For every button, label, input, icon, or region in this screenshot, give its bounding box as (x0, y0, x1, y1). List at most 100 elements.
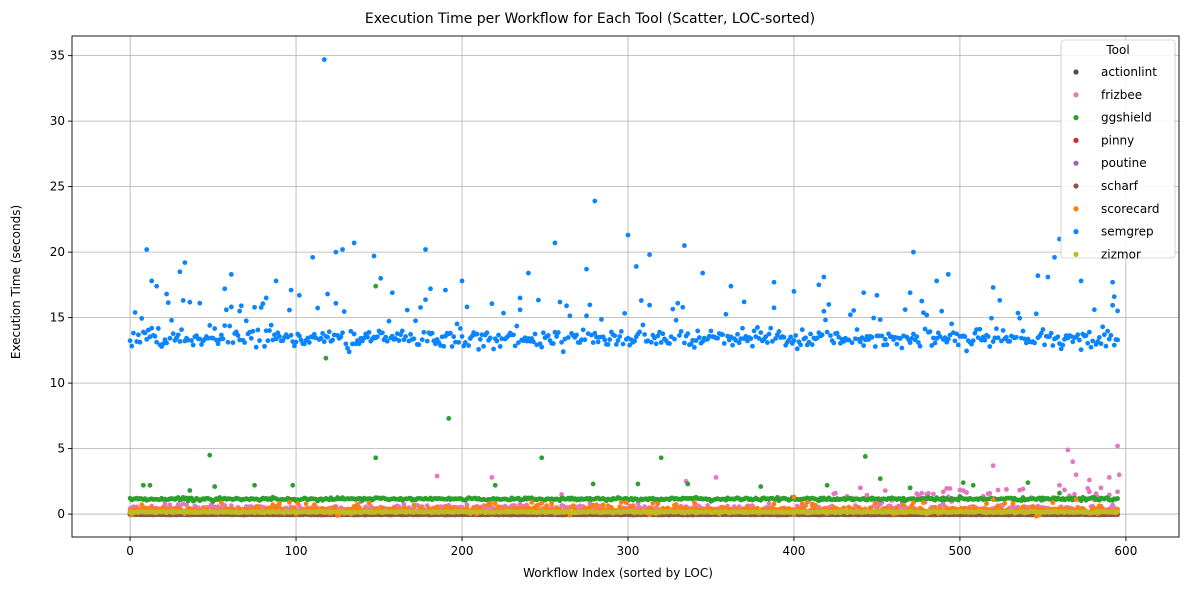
point-scorecard (630, 503, 636, 509)
point-semgrep (396, 338, 402, 343)
point-semgrep (989, 315, 994, 321)
point-scorecard (921, 500, 926, 506)
point-scorecard (594, 502, 599, 508)
point-semgrep (190, 342, 196, 348)
point-semgrep (922, 326, 928, 332)
point-semgrep (618, 329, 624, 334)
point-semgrep (384, 338, 390, 344)
point-semgrep (794, 346, 800, 352)
point-semgrep (351, 240, 357, 246)
point-semgrep (466, 343, 472, 348)
point-scorecard (295, 500, 301, 506)
point-semgrep (990, 285, 996, 290)
point-semgrep (1115, 308, 1120, 314)
point-scorecard (411, 502, 417, 508)
point-scorecard (379, 505, 385, 511)
point-semgrep (995, 335, 1001, 341)
point-semgrep (756, 336, 762, 341)
point-semgrep (135, 332, 141, 338)
point-semgrep (642, 332, 647, 337)
point-frizbee (919, 490, 925, 496)
point-scorecard (218, 500, 224, 506)
point-semgrep (252, 304, 257, 310)
point-semgrep (824, 329, 830, 335)
point-ggshield (492, 482, 498, 488)
point-semgrep (854, 327, 860, 332)
point-semgrep (429, 330, 435, 336)
point-semgrep (273, 278, 279, 284)
point-semgrep (411, 336, 417, 342)
point-semgrep (218, 332, 224, 338)
point-semgrep (423, 297, 428, 303)
point-semgrep (418, 305, 423, 310)
point-scorecard (608, 505, 614, 510)
point-semgrep (672, 336, 677, 342)
point-semgrep (769, 338, 775, 344)
point-semgrep (1032, 340, 1038, 346)
point-semgrep (197, 300, 203, 306)
point-semgrep (517, 307, 523, 313)
point-semgrep (273, 336, 279, 342)
point-semgrep (682, 243, 687, 248)
point-ggshield (290, 482, 296, 488)
point-semgrep (1058, 346, 1064, 352)
point-semgrep (149, 278, 155, 284)
point-semgrep (258, 305, 264, 310)
point-semgrep (356, 341, 362, 347)
point-semgrep (451, 334, 457, 340)
point-scorecard (277, 501, 282, 506)
point-semgrep (262, 343, 267, 349)
point-semgrep (733, 337, 739, 343)
point-semgrep (379, 330, 385, 336)
point-semgrep (398, 332, 404, 338)
point-scorecard (529, 499, 535, 505)
point-semgrep (550, 341, 556, 346)
point-semgrep (263, 295, 269, 301)
point-semgrep (1013, 334, 1019, 340)
point-semgrep (617, 334, 623, 339)
point-semgrep (599, 316, 604, 322)
point-semgrep (288, 332, 294, 338)
point-semgrep (167, 335, 173, 341)
point-ggshield (1115, 496, 1120, 501)
point-semgrep (265, 338, 271, 344)
point-frizbee (964, 490, 969, 495)
point-semgrep (1003, 334, 1009, 340)
point-semgrep (179, 327, 184, 333)
point-semgrep (1035, 273, 1041, 279)
point-semgrep (947, 332, 953, 338)
point-frizbee (947, 486, 953, 491)
point-semgrep (823, 317, 828, 323)
point-semgrep (155, 326, 161, 331)
point-semgrep (1086, 329, 1092, 335)
point-semgrep (1000, 328, 1006, 333)
point-semgrep (565, 335, 571, 340)
point-ggshield (970, 482, 976, 488)
point-semgrep (127, 338, 133, 344)
point-semgrep (970, 338, 976, 344)
point-semgrep (139, 316, 145, 321)
point-semgrep (222, 286, 228, 292)
point-semgrep (1078, 278, 1084, 284)
point-scorecard (618, 499, 624, 505)
point-scorecard (911, 500, 916, 506)
point-semgrep (552, 240, 558, 246)
point-semgrep (916, 340, 921, 345)
point-scorecard (311, 502, 317, 508)
point-semgrep (935, 330, 941, 336)
point-semgrep (169, 317, 174, 323)
point-ggshield (373, 283, 379, 289)
point-semgrep (1017, 315, 1023, 321)
point-ggshield (960, 480, 966, 486)
point-semgrep (464, 304, 470, 310)
point-semgrep (554, 334, 560, 339)
point-semgrep (803, 335, 808, 341)
point-semgrep (477, 336, 483, 342)
point-semgrep (1083, 333, 1089, 338)
point-semgrep (776, 329, 782, 334)
point-scorecard (303, 501, 309, 507)
point-semgrep (424, 338, 430, 344)
point-semgrep (287, 307, 292, 313)
point-semgrep (223, 307, 229, 313)
point-frizbee (1086, 477, 1092, 483)
